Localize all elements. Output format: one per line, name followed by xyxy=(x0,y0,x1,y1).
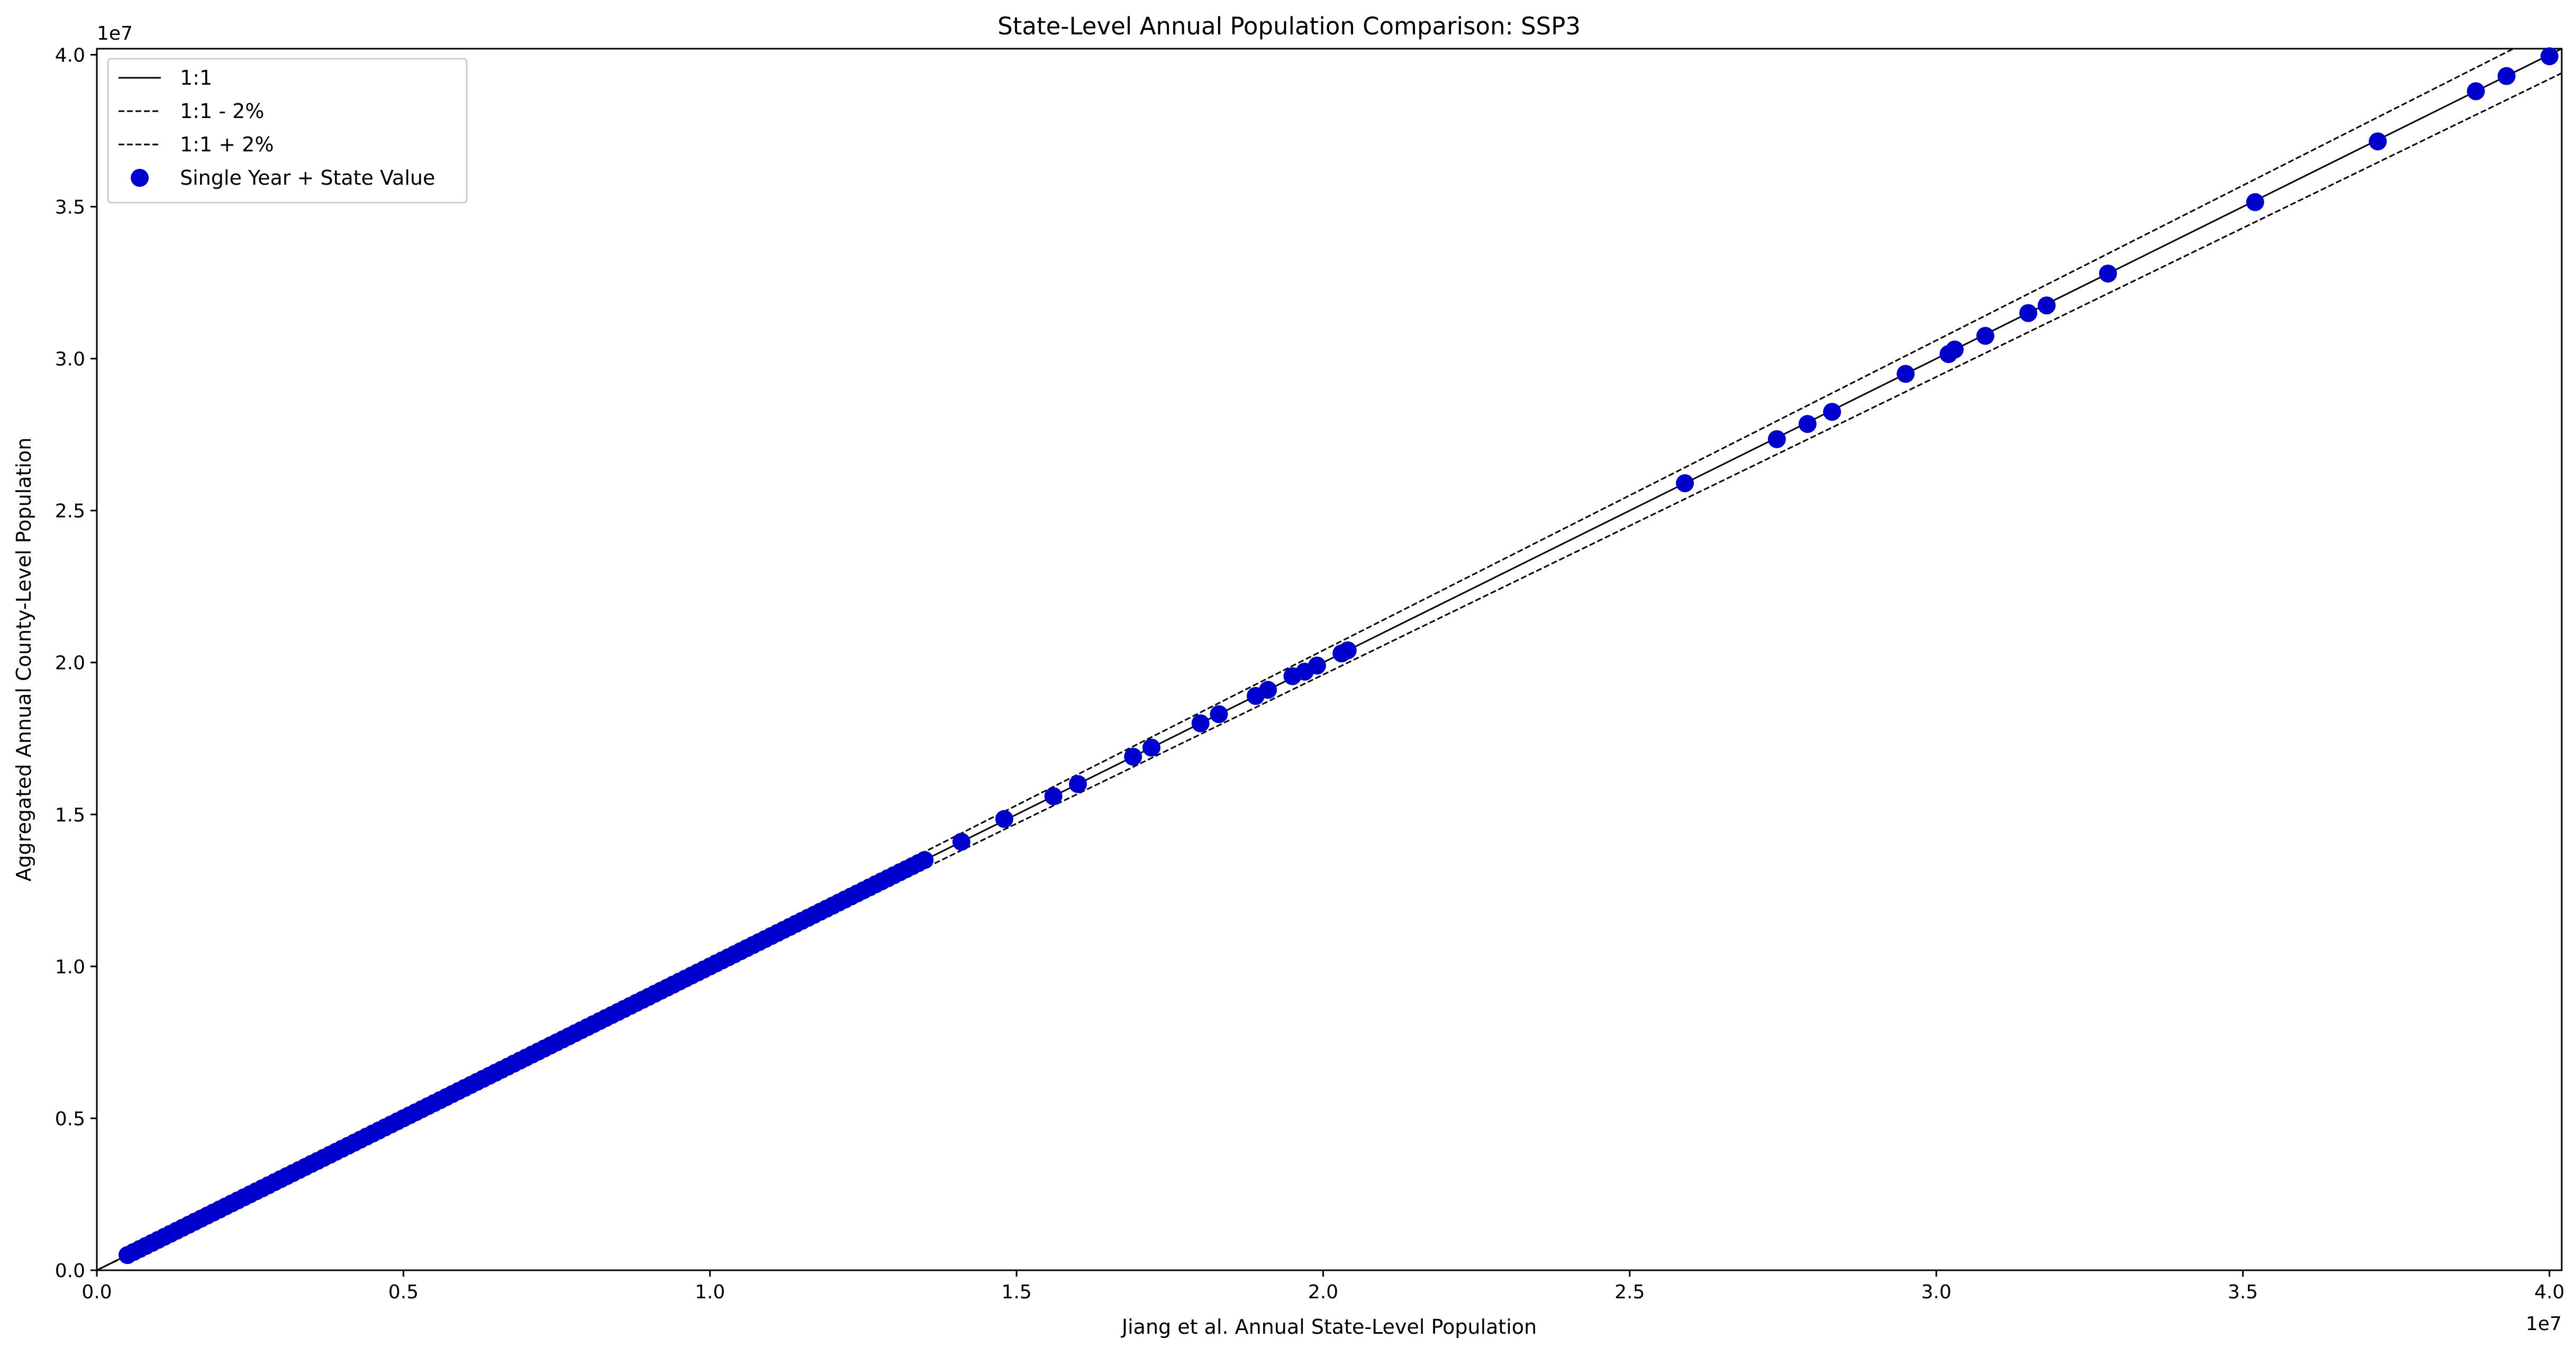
legend-box xyxy=(107,58,468,204)
y-tick-label: 3.0 xyxy=(55,349,85,370)
data-point xyxy=(2369,132,2387,151)
x-axis-label: Jiang et al. Annual State-Level Populati… xyxy=(1121,1315,1537,1339)
legend-label-1to1: 1:1 xyxy=(180,66,212,89)
data-point xyxy=(1767,430,1786,448)
x-tick-label: 0.5 xyxy=(388,1281,419,1303)
data-point xyxy=(1976,327,1994,345)
y-tick-label: 2.5 xyxy=(55,501,85,522)
data-point xyxy=(2497,67,2516,85)
y-tick-label: 1.5 xyxy=(55,804,85,826)
data-point xyxy=(952,833,970,851)
data-point xyxy=(1068,775,1087,793)
x-tick-label: 2.5 xyxy=(1614,1281,1645,1303)
data-point xyxy=(1308,656,1326,675)
x-tick-label: 0.0 xyxy=(81,1281,112,1303)
data-point xyxy=(1044,787,1063,806)
y-tick-label: 4.0 xyxy=(55,44,85,66)
data-point xyxy=(1259,681,1277,699)
data-point xyxy=(2019,304,2037,322)
x-tick-label: 3.5 xyxy=(2228,1281,2258,1303)
data-point xyxy=(1124,747,1142,766)
data-point xyxy=(1191,714,1210,733)
plot-frame xyxy=(96,48,2563,1271)
data-points xyxy=(118,47,2559,1264)
x-offset-label: 1e7 xyxy=(2526,1313,2562,1335)
legend-label-points: Single Year + State Value xyxy=(180,166,435,189)
legend-label-minus: 1:1 - 2% xyxy=(180,100,264,123)
plot-area xyxy=(96,47,2563,1271)
x-tick-label: 1.5 xyxy=(1001,1281,1031,1303)
y-tick-label: 0.5 xyxy=(55,1108,85,1130)
data-point xyxy=(2540,47,2559,66)
data-point xyxy=(2246,193,2264,211)
data-point xyxy=(1823,403,1842,421)
data-point xyxy=(2037,296,2056,315)
x-tick-label: 1.0 xyxy=(695,1281,725,1303)
x-tick-label: 2.0 xyxy=(1308,1281,1338,1303)
x-tick-label: 3.0 xyxy=(1921,1281,1951,1303)
chart-title: State-Level Annual Population Comparison… xyxy=(997,12,1581,40)
data-point xyxy=(1897,365,1915,383)
x-axis: 0.0 0.5 1.0 1.5 2.0 2.5 3.0 3.5 4.0 xyxy=(81,1270,2564,1303)
y-tick-label: 0.0 xyxy=(55,1260,85,1282)
legend: 1:1 1:1 - 2% 1:1 + 2% Single Year + Stat… xyxy=(107,58,468,204)
data-point xyxy=(1945,340,1964,359)
y-axis-label: Aggregated Annual County-Level Populatio… xyxy=(12,438,35,882)
x-tick-label: 4.0 xyxy=(2534,1281,2564,1303)
y-tick-label: 1.0 xyxy=(55,956,85,978)
data-point xyxy=(1338,641,1357,659)
data-point xyxy=(1142,738,1160,757)
y-tick-label: 3.5 xyxy=(55,197,85,219)
legend-label-plus: 1:1 + 2% xyxy=(180,133,274,156)
data-point xyxy=(995,810,1013,828)
y-axis: 0.0 0.5 1.0 1.5 2.0 2.5 3.0 3.5 4.0 xyxy=(55,44,97,1282)
legend-swatch-points xyxy=(131,169,149,187)
data-point xyxy=(2099,264,2117,283)
y-tick-label: 2.0 xyxy=(55,653,85,674)
data-point xyxy=(2466,82,2485,101)
y-offset-label: 1e7 xyxy=(97,23,133,44)
data-point xyxy=(1798,415,1817,433)
data-point xyxy=(915,851,934,869)
data-point xyxy=(1210,705,1228,724)
data-point xyxy=(1676,474,1694,493)
